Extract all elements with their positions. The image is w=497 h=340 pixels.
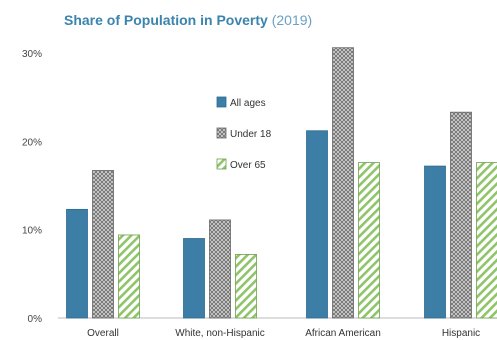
legend: All ages Under 18 Over 65: [217, 97, 272, 171]
bar-over-65: [119, 235, 140, 318]
y-tick-label: 20%: [22, 137, 42, 148]
bar-over-65: [477, 163, 497, 318]
bar-all-ages: [307, 131, 328, 318]
bar-under-18: [451, 112, 472, 318]
legend-swatch: [217, 128, 226, 138]
y-tick-label: 30%: [22, 49, 42, 60]
y-tick-label: 10%: [22, 226, 42, 237]
bars-layer: [67, 48, 497, 318]
legend-label: Under 18: [230, 129, 272, 140]
bar-under-18: [93, 170, 114, 318]
bar-over-65: [236, 254, 257, 318]
x-tick-label: Overall: [87, 328, 119, 339]
x-tick-label: Hispanic: [442, 328, 480, 339]
bar-over-65: [359, 163, 380, 318]
bar-all-ages: [425, 166, 446, 318]
legend-swatch: [217, 97, 226, 107]
x-tick-label: African American: [305, 328, 381, 339]
y-tick-label: 0%: [28, 314, 43, 325]
legend-label: Over 65: [230, 160, 266, 171]
x-tick-label: White, non-Hispanic: [175, 328, 264, 339]
bar-under-18: [210, 220, 231, 318]
legend-label: All ages: [230, 98, 266, 109]
legend-swatch: [217, 159, 226, 169]
bar-under-18: [333, 48, 354, 318]
bar-all-ages: [184, 239, 205, 319]
bar-all-ages: [67, 209, 88, 318]
